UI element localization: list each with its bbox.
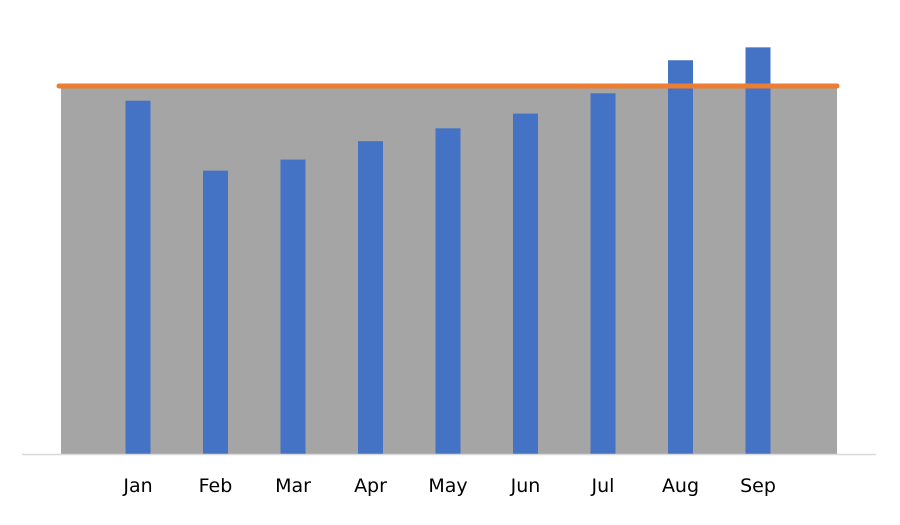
bar-apr [358, 141, 383, 454]
bar-series [125, 47, 771, 455]
tick-label-jun: Jun [510, 475, 541, 497]
bar-may [435, 128, 461, 454]
tick-label-may: May [428, 475, 467, 497]
bar-feb [203, 170, 228, 454]
x-tick-labels: Jan Feb Mar Apr May Jun Jul Aug Sep [122, 475, 776, 497]
bar-aug [668, 60, 693, 455]
bar-mar [280, 159, 306, 454]
bar-jan [125, 100, 151, 454]
tick-label-feb: Feb [199, 475, 233, 497]
bar-jun [513, 113, 538, 454]
tick-label-jan: Jan [122, 475, 152, 497]
tick-label-apr: Apr [354, 475, 387, 497]
tick-label-sep: Sep [740, 475, 776, 497]
tick-label-mar: Mar [275, 475, 311, 497]
tick-label-aug: Aug [662, 475, 699, 497]
tick-label-jul: Jul [591, 475, 615, 497]
bar-sep [745, 47, 771, 455]
bar-jul [590, 93, 616, 455]
